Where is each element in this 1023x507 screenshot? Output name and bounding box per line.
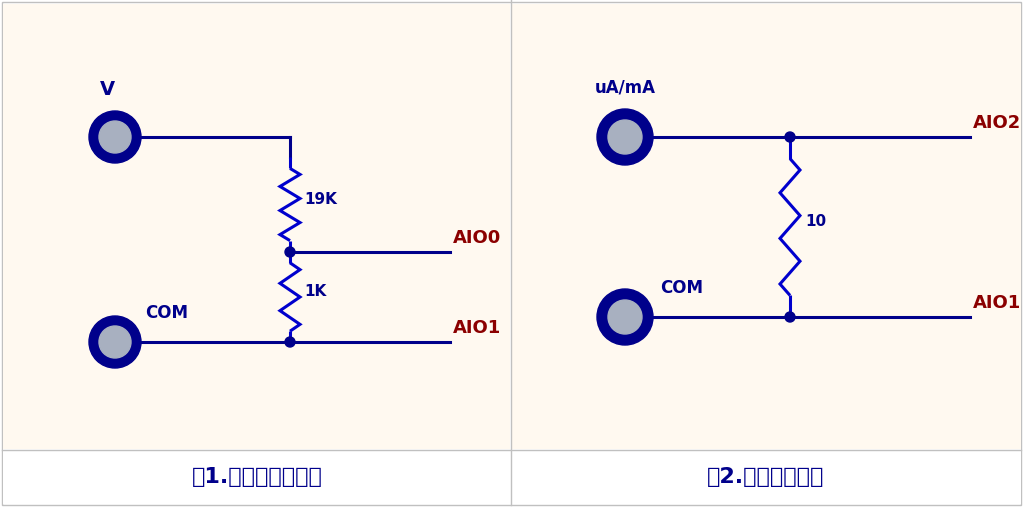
Circle shape: [608, 300, 642, 334]
Text: V: V: [99, 80, 115, 99]
Text: COM: COM: [145, 304, 188, 322]
Bar: [512, 449, 1021, 504]
Text: uA/mA: uA/mA: [594, 79, 656, 97]
Text: 10: 10: [805, 214, 827, 230]
Text: AIO1: AIO1: [973, 294, 1021, 312]
Text: AIO0: AIO0: [453, 229, 501, 247]
Circle shape: [597, 109, 653, 165]
Circle shape: [785, 132, 795, 142]
Circle shape: [285, 247, 295, 257]
Circle shape: [99, 121, 131, 153]
Text: 囶2.電流量測電路: 囶2.電流量測電路: [707, 467, 825, 487]
Circle shape: [285, 337, 295, 347]
Text: COM: COM: [660, 279, 703, 297]
Circle shape: [785, 312, 795, 322]
Text: 囶1.電壓量測電路圖: 囶1.電壓量測電路圖: [191, 467, 322, 487]
Circle shape: [608, 120, 642, 154]
Bar: [3, 449, 510, 504]
Text: 1K: 1K: [304, 284, 326, 300]
Text: AIO1: AIO1: [453, 319, 501, 337]
Text: AIO2: AIO2: [973, 114, 1021, 132]
Bar: [3, 4, 510, 449]
Circle shape: [99, 326, 131, 358]
Text: 19K: 19K: [304, 192, 337, 207]
Circle shape: [89, 111, 141, 163]
Bar: [512, 4, 1021, 449]
Circle shape: [597, 289, 653, 345]
Circle shape: [89, 316, 141, 368]
